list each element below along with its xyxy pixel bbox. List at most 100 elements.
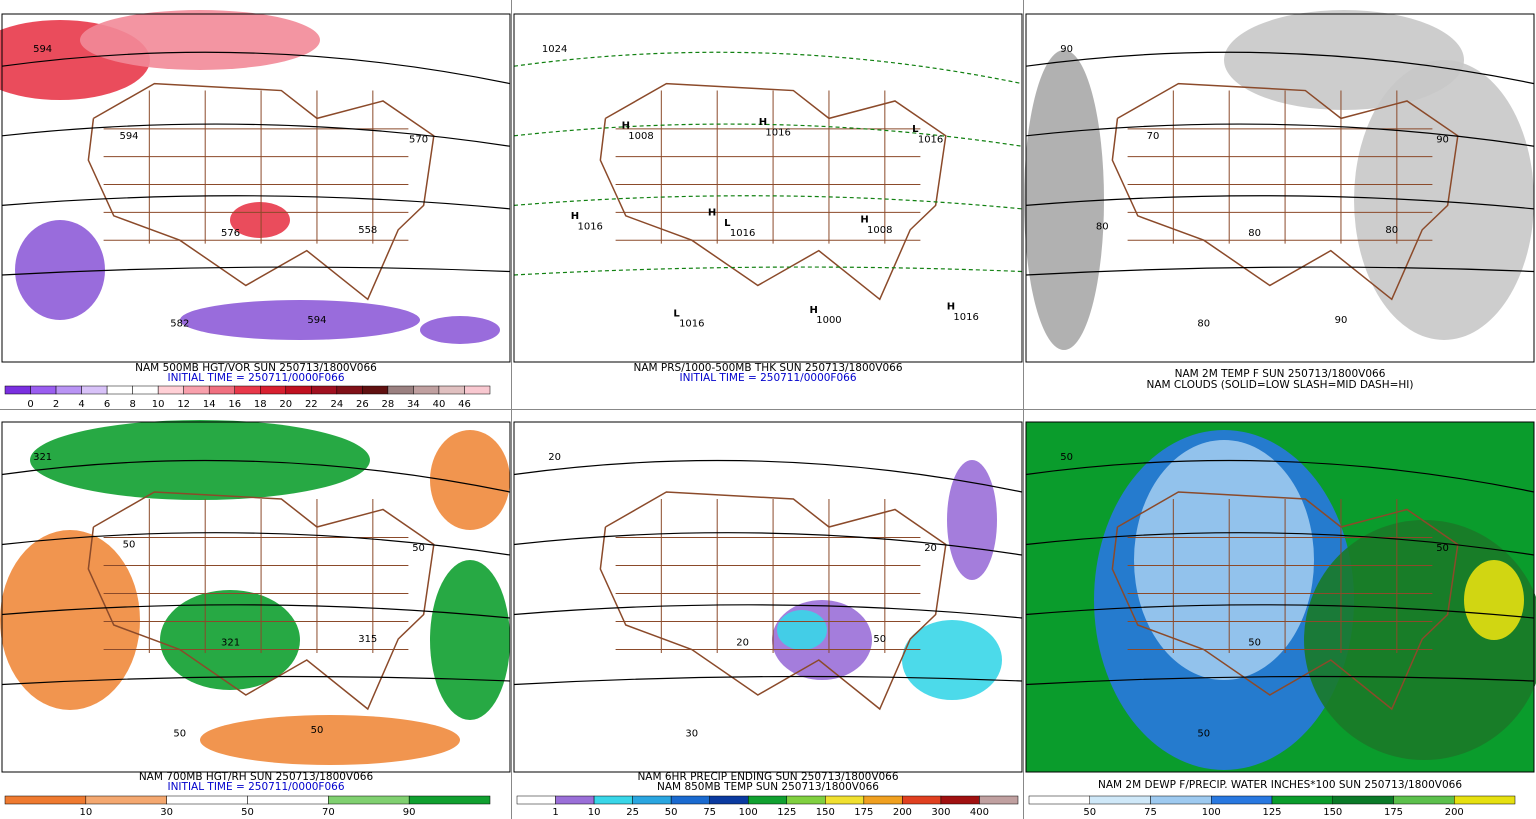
colorbar-swatch [336,385,363,395]
contour [1,266,511,276]
colorbar-swatch [387,385,414,395]
contour [1,51,511,85]
colorbar-label: 150 [1323,807,1342,818]
colorbar-swatch [183,385,210,395]
map-label: 70 [1147,131,1160,142]
colorbar-label: 75 [1144,807,1157,818]
map-label: 80 [1385,225,1398,236]
colorbar-swatch [413,385,440,395]
field-shade [230,202,290,238]
field-shade [1224,10,1464,110]
colorbar-swatch [786,795,826,805]
colorbar-label: 28 [382,399,395,410]
colorbar-label: 400 [970,807,989,818]
map-label: 30 [685,729,698,740]
contour [513,123,1023,147]
colorbar-swatch [438,385,465,395]
map-label: L [724,218,731,229]
map-label: 50 [1197,729,1210,740]
colorbar-swatch [979,795,1019,805]
colorbar-swatch [285,385,312,395]
caption: NAM 2M TEMP F SUN 250713/1800V066 [1175,368,1386,380]
colorbar-label: 50 [665,807,678,818]
contour [513,266,1023,276]
field-shade [430,560,510,720]
contour [1025,123,1535,147]
map-label: 315 [358,634,377,645]
caption: NAM 700MB HGT/RH SUN 250713/1800V066 [139,771,374,783]
colorbar-label: 300 [931,807,950,818]
field-shade [777,610,827,650]
colorbar-label: 175 [854,807,873,818]
colorbar-label: 125 [1262,807,1281,818]
map-label: 576 [221,228,240,239]
field-shade [1024,50,1104,350]
colorbar-label: 26 [356,399,369,410]
colorbar-swatch [1271,795,1333,805]
colorbar-label: 25 [626,807,639,818]
colorbar-label: 75 [703,807,716,818]
colorbar-label: 8 [129,399,135,410]
contour [1,675,511,686]
map-label: 90 [1436,134,1449,145]
map-label: L [673,308,680,319]
colorbar-label: 100 [739,807,758,818]
caption: INITIAL TIME = 250711/0000F066 [167,781,344,793]
map-label: 50 [1248,638,1261,649]
map-label: 594 [119,131,138,142]
map-label: 582 [170,319,189,330]
caption: INITIAL TIME = 250711/0000F066 [679,372,856,384]
map-label: 1016 [953,312,978,323]
map-label: 80 [1096,221,1109,232]
colorbar-label: 10 [588,807,601,818]
colorbar-swatch [166,795,248,805]
colorbar-label: 200 [1445,807,1464,818]
colorbar-label: 200 [893,807,912,818]
contour [1025,266,1535,276]
colorbar-label: 10 [152,399,165,410]
colorbar-label: 6 [104,399,110,410]
state-borders [1111,82,1459,301]
colorbar-swatch [863,795,903,805]
map-label: H [708,207,716,218]
map-label: 1008 [628,131,653,142]
colorbar-swatch [260,385,287,395]
map-frame [513,13,1023,363]
map-frame [1,13,511,363]
colorbar-swatch [555,795,595,805]
colorbar-label: 150 [816,807,835,818]
map-label: 50 [412,543,425,554]
state-borders [599,82,947,301]
colorbar-swatch [106,385,133,395]
field-shade [180,300,420,340]
colorbar-swatch [362,385,389,395]
map-label: H [622,120,630,131]
contour [513,51,1023,85]
contour [513,195,1023,210]
colorbar-swatch [1089,795,1151,805]
colorbar-swatch [747,795,788,805]
colorbar-label: 22 [305,399,318,410]
map-label: 90 [1060,44,1073,55]
map-label: 1016 [918,134,943,145]
colorbar-swatch [632,795,672,805]
map-label: 1016 [730,228,755,239]
colorbar-label: 34 [407,399,420,410]
state-borders [87,82,435,301]
colorbar-label: 40 [433,399,446,410]
colorbar-swatch [1028,795,1090,805]
colorbar-swatch [4,385,31,395]
colorbar-label: 30 [160,807,173,818]
map-label: 1016 [765,127,790,138]
caption: NAM CLOUDS (SOLID=LOW SLASH=MID DASH=HI) [1146,379,1413,391]
map-label: 570 [409,134,428,145]
map-label: 20 [736,638,749,649]
colorbar-label: 16 [228,399,241,410]
contour [513,532,1023,556]
colorbar-swatch [825,795,865,805]
colorbar-swatch [940,795,980,805]
colorbar-swatch [1454,795,1516,805]
map-label: 594 [33,44,52,55]
colorbar-label: 12 [177,399,190,410]
